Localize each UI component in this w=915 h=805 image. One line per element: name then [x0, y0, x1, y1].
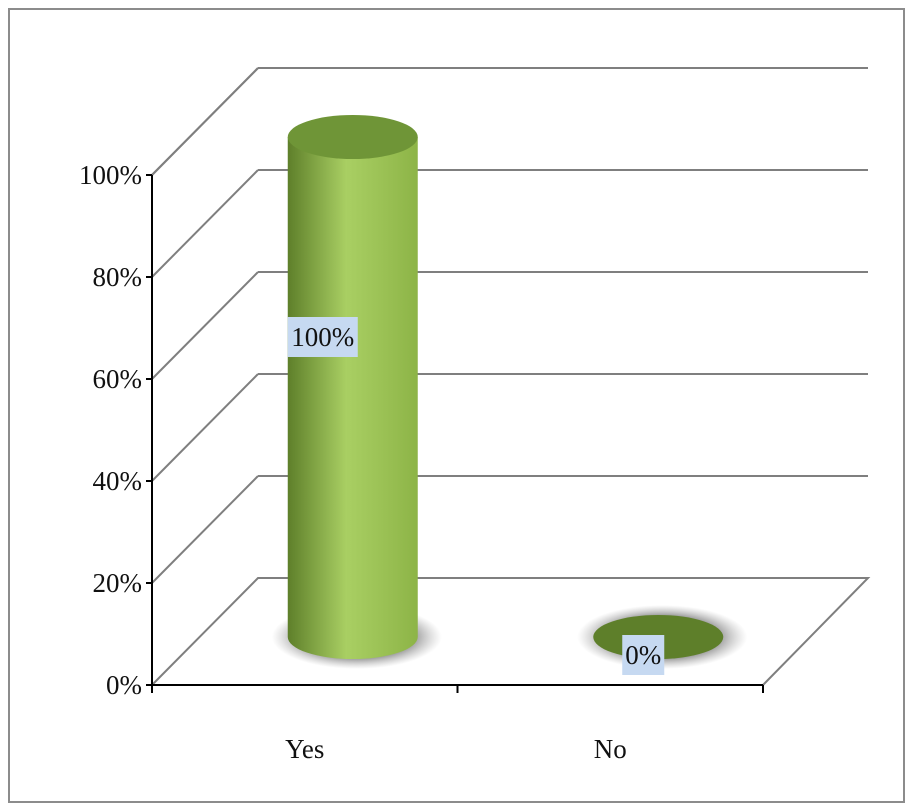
- bar-top: [287, 115, 418, 159]
- x-category-label: Yes: [285, 734, 324, 764]
- gridline-side: [151, 475, 259, 584]
- x-category-labels: Yes No: [285, 734, 627, 764]
- bar-yes: [271, 115, 442, 669]
- data-labels: 100% 0%: [287, 317, 665, 675]
- y-tick-label: 20%: [93, 568, 143, 598]
- data-label: 0%: [622, 635, 665, 675]
- data-label: 100%: [287, 317, 358, 357]
- y-tick-label: 60%: [93, 364, 143, 394]
- axes: [146, 174, 764, 693]
- data-label-bg: [287, 317, 358, 357]
- gridline-side: [151, 373, 259, 482]
- y-tick-labels: 0% 20% 40% 60% 80% 100%: [79, 160, 142, 700]
- y-tick-label: 40%: [93, 466, 143, 496]
- data-label-bg: [622, 635, 665, 675]
- gridline-side: [151, 169, 259, 278]
- data-label-text: 100%: [291, 322, 354, 352]
- chart-frame: [8, 8, 905, 803]
- gridlines: [151, 67, 871, 686]
- data-label-text: 0%: [625, 640, 661, 670]
- y-tick-label: 80%: [93, 262, 143, 292]
- floor-outline: [151, 577, 871, 686]
- bars: [271, 115, 748, 669]
- gridline-side: [151, 271, 259, 380]
- gridline-side-top: [151, 67, 259, 176]
- bar-body: [287, 137, 418, 659]
- y-tick-label: 100%: [79, 160, 142, 190]
- y-tick-label: 0%: [106, 670, 142, 700]
- x-category-label: No: [594, 734, 627, 764]
